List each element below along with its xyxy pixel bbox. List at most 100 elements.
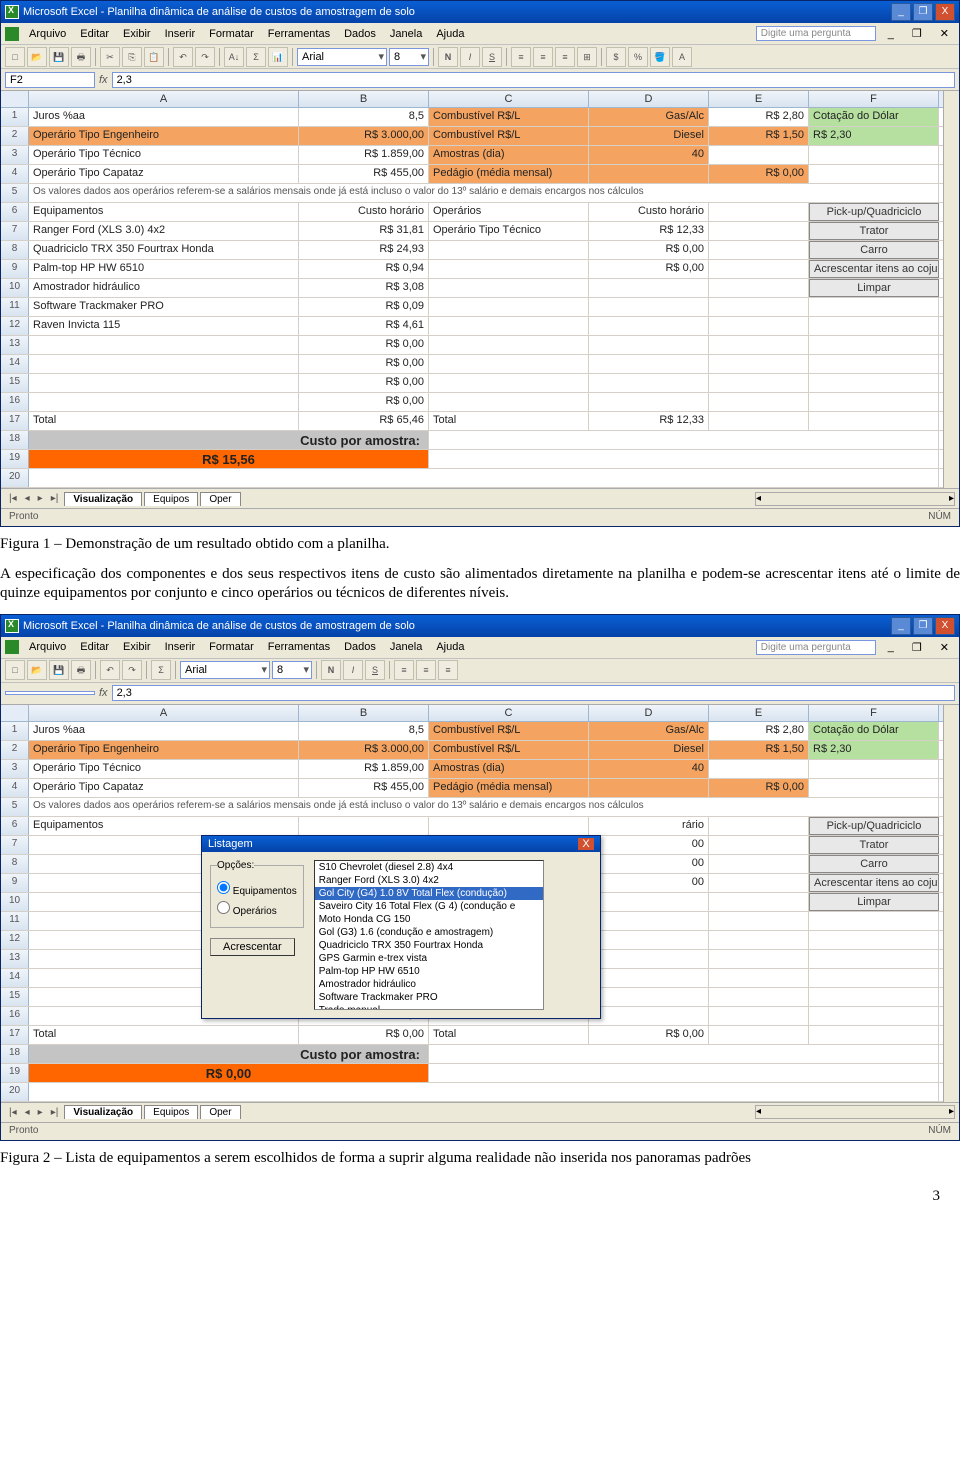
vertical-scrollbar[interactable]	[943, 705, 959, 1102]
list-item[interactable]: GPS Garmin e-trex vista	[315, 952, 543, 965]
rowhdr[interactable]: 11	[1, 912, 29, 930]
menu-editar[interactable]: Editar	[74, 26, 115, 42]
list-item[interactable]: Software Trackmaker PRO	[315, 991, 543, 1004]
close-button[interactable]: X	[935, 3, 955, 21]
vertical-scrollbar[interactable]	[943, 91, 959, 488]
list-item[interactable]: Quadriciclo TRX 350 Fourtrax Honda	[315, 939, 543, 952]
list-item[interactable]: Moto Honda CG 150	[315, 913, 543, 926]
rowhdr[interactable]: 14	[1, 355, 29, 373]
col-f[interactable]: F	[809, 705, 939, 721]
open-icon[interactable]: 📂	[27, 47, 47, 67]
new-icon[interactable]: □	[5, 660, 25, 680]
cell[interactable]: Pick-up/Quadriciclo	[809, 817, 939, 835]
fx-icon[interactable]: fx	[99, 74, 108, 86]
align-left-icon[interactable]: ≡	[394, 660, 414, 680]
select-all-corner[interactable]	[1, 705, 29, 721]
rowhdr[interactable]: 10	[1, 893, 29, 911]
percent-icon[interactable]: %	[628, 47, 648, 67]
rowhdr[interactable]: 6	[1, 817, 29, 835]
rowhdr[interactable]: 10	[1, 279, 29, 297]
cell[interactable]: Acrescentar itens ao cojunto	[809, 260, 939, 278]
rowhdr[interactable]: 19	[1, 1064, 29, 1082]
rowhdr[interactable]: 17	[1, 1026, 29, 1044]
acrescentar-button[interactable]: Acrescentar	[210, 938, 295, 956]
align-center-icon[interactable]: ≡	[533, 47, 553, 67]
maximize-button[interactable]: ❐	[913, 617, 933, 635]
col-e[interactable]: E	[709, 91, 809, 107]
rowhdr[interactable]: 20	[1, 469, 29, 487]
list-item[interactable]: Ranger Ford (XLS 3.0) 4x2	[315, 874, 543, 887]
cut-icon[interactable]: ✂	[100, 47, 120, 67]
rowhdr[interactable]: 14	[1, 969, 29, 987]
cell[interactable]: Limpar	[809, 279, 939, 297]
list-item[interactable]: S10 Chevrolet (diesel 2.8) 4x4	[315, 861, 543, 874]
menu-arquivo[interactable]: Arquivo	[23, 26, 72, 42]
menu-formatar[interactable]: Formatar	[203, 26, 260, 42]
minimize-button[interactable]: _	[891, 617, 911, 635]
sum-icon[interactable]: Σ	[151, 660, 171, 680]
underline-icon[interactable]: S	[365, 660, 385, 680]
ask-input[interactable]: Digite uma pergunta	[756, 26, 876, 41]
menu-dados[interactable]: Dados	[338, 26, 382, 42]
italic-icon[interactable]: I	[460, 47, 480, 67]
wb-min[interactable]: _	[882, 26, 900, 42]
bold-icon[interactable]: N	[321, 660, 341, 680]
select-all-corner[interactable]	[1, 91, 29, 107]
minimize-button[interactable]: _	[891, 3, 911, 21]
sum-icon[interactable]: Σ	[246, 47, 266, 67]
wb-close[interactable]: ✕	[934, 25, 955, 42]
redo-icon[interactable]: ↷	[195, 47, 215, 67]
copy-icon[interactable]: ⎘	[122, 47, 142, 67]
fx-icon[interactable]: fx	[99, 687, 108, 699]
menu-janela[interactable]: Janela	[384, 639, 428, 655]
rowhdr[interactable]: 3	[1, 146, 29, 164]
rowhdr[interactable]: 4	[1, 165, 29, 183]
col-d[interactable]: D	[589, 705, 709, 721]
menu-inserir[interactable]: Inserir	[159, 639, 202, 655]
rowhdr[interactable]: 7	[1, 222, 29, 240]
menu-ferramentas[interactable]: Ferramentas	[262, 26, 336, 42]
col-c[interactable]: C	[429, 91, 589, 107]
list-item[interactable]: Gol (G3) 1.6 (condução e amostragem)	[315, 926, 543, 939]
rowhdr[interactable]: 1	[1, 108, 29, 126]
cell[interactable]: Carro	[809, 855, 939, 873]
rowhdr[interactable]: 9	[1, 874, 29, 892]
radio-equipamentos[interactable]: Equipamentos	[217, 881, 297, 897]
fontsize-combo[interactable]: 8	[272, 661, 312, 679]
font-combo[interactable]: Arial	[180, 661, 270, 679]
save-icon[interactable]: 💾	[49, 47, 69, 67]
cell[interactable]: Carro	[809, 241, 939, 259]
formula-input[interactable]: 2,3	[112, 685, 955, 701]
tab-visualizacao[interactable]: Visualização	[64, 1105, 142, 1119]
col-a[interactable]: A	[29, 91, 299, 107]
formula-input[interactable]: 2,3	[112, 72, 955, 88]
dialog-titlebar[interactable]: Listagem X	[202, 836, 600, 852]
font-combo[interactable]: Arial	[297, 48, 387, 66]
chart-icon[interactable]: 📊	[268, 47, 288, 67]
rowhdr[interactable]: 6	[1, 203, 29, 221]
list-item[interactable]: Trado manual	[315, 1004, 543, 1010]
col-b[interactable]: B	[299, 705, 429, 721]
rowhdr[interactable]: 12	[1, 931, 29, 949]
rowhdr[interactable]: 8	[1, 241, 29, 259]
horizontal-scrollbar[interactable]: ◂▸	[755, 492, 955, 506]
font-color-icon[interactable]: A	[672, 47, 692, 67]
align-left-icon[interactable]: ≡	[511, 47, 531, 67]
cell[interactable]: Limpar	[809, 893, 939, 911]
currency-icon[interactable]: $	[606, 47, 626, 67]
tab-nav-next[interactable]: ▸	[34, 493, 47, 504]
print-icon[interactable]: 🖶	[71, 660, 91, 680]
equipment-listbox[interactable]: S10 Chevrolet (diesel 2.8) 4x4Ranger For…	[314, 860, 544, 1010]
menu-janela[interactable]: Janela	[384, 26, 428, 42]
rowhdr[interactable]: 3	[1, 760, 29, 778]
rowhdr[interactable]: 18	[1, 1045, 29, 1063]
tab-nav-last[interactable]: ▸|	[47, 1107, 63, 1118]
rowhdr[interactable]: 12	[1, 317, 29, 335]
tab-nav-prev[interactable]: ◂	[21, 1107, 34, 1118]
rowhdr[interactable]: 15	[1, 988, 29, 1006]
name-box[interactable]	[5, 691, 95, 695]
rowhdr[interactable]: 5	[1, 184, 29, 202]
wb-restore[interactable]: ❐	[906, 25, 928, 42]
rowhdr[interactable]: 5	[1, 798, 29, 816]
radio-operarios[interactable]: Operários	[217, 901, 297, 917]
